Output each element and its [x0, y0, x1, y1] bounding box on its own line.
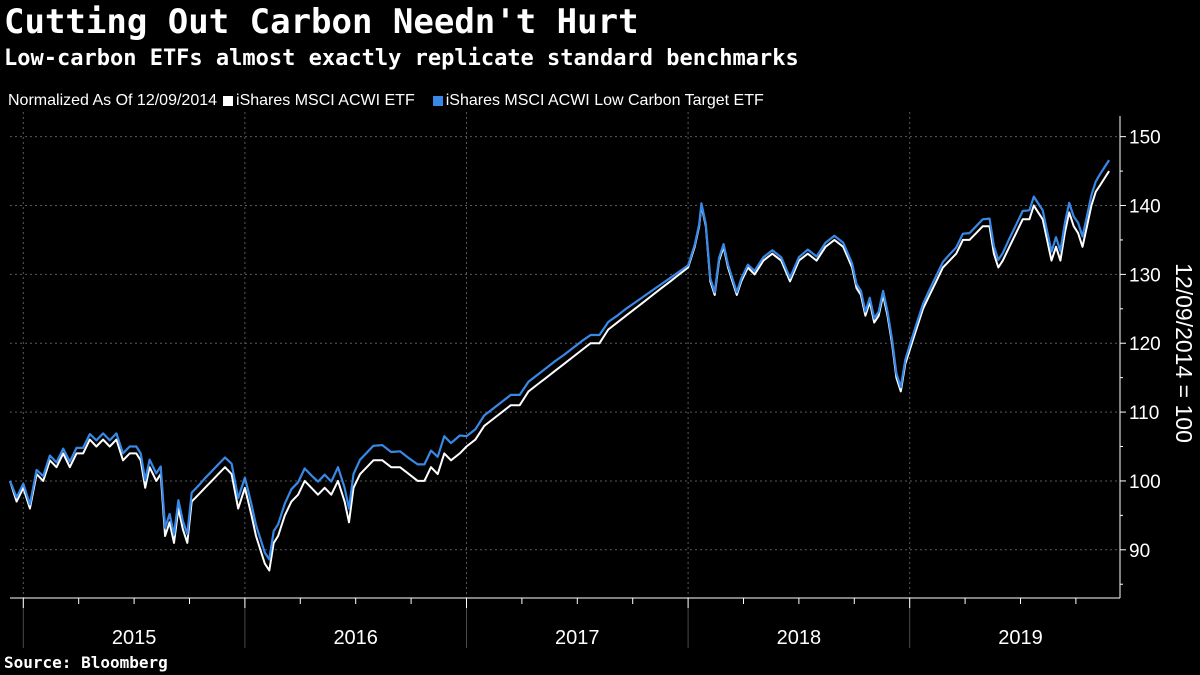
year-label-2017: 2017 [555, 627, 600, 649]
ytick-label-100: 100 [1129, 472, 1161, 493]
ytick-label-110: 110 [1129, 403, 1159, 424]
series-line-acwi [9, 170, 1110, 572]
year-label-2019: 2019 [998, 627, 1043, 649]
legend-entry-low-carbon[interactable]: iShares MSCI ACWI Low Carbon Target ETF [432, 90, 764, 112]
legend-label-acwi: iShares MSCI ACWI ETF [236, 92, 415, 109]
year-label-2018: 2018 [777, 627, 822, 649]
legend: Normalized As Of 12/09/2014 iShares MSCI… [8, 90, 782, 112]
ytick-label-150: 150 [1129, 128, 1161, 149]
legend-swatch-low-carbon [432, 96, 443, 106]
series-lines [8, 159, 1111, 572]
source-note: Source: Bloomberg [4, 653, 168, 672]
ytick-label-140: 140 [1129, 197, 1161, 218]
year-label-2016: 2016 [333, 627, 378, 649]
axes [10, 116, 1126, 648]
ytick-label-130: 130 [1129, 265, 1161, 286]
legend-note: Normalized As Of 12/09/2014 [8, 92, 218, 109]
legend-label-low-carbon: iShares MSCI ACWI Low Carbon Target ETF [445, 92, 764, 109]
year-label-2015: 2015 [112, 627, 157, 649]
chart-subtitle: Low-carbon ETFs almost exactly replicate… [4, 46, 799, 71]
series-line-low-carbon [8, 159, 1111, 561]
grid-lines [10, 112, 1120, 598]
legend-swatch-acwi [223, 96, 234, 106]
chart-title: Cutting Out Carbon Needn't Hurt [4, 2, 639, 42]
axis-labels: 90 100 110 120 130 140 150 2015 2016 2017 2018 2019… [112, 128, 1197, 649]
y-axis-title: 12/09/2014 = 100 [1171, 263, 1197, 443]
ytick-label-120: 120 [1129, 334, 1161, 355]
ytick-label-90: 90 [1129, 541, 1150, 562]
legend-entry-acwi[interactable]: iShares MSCI ACWI ETF [223, 90, 415, 112]
